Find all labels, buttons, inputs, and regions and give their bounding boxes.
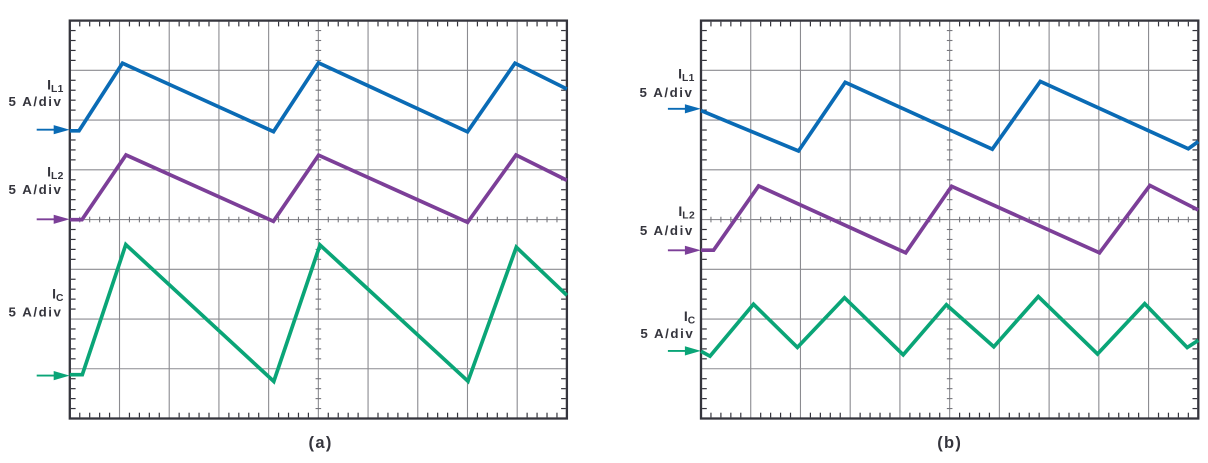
svg-text:5 A/div: 5 A/div [640, 223, 694, 238]
svg-text:(a): (a) [309, 434, 333, 452]
svg-text:IC: IC [52, 286, 64, 305]
svg-text:5 A/div: 5 A/div [640, 85, 694, 100]
svg-text:5 A/div: 5 A/div [9, 182, 63, 197]
svg-text:5 A/div: 5 A/div [640, 326, 694, 341]
svg-text:5 A/div: 5 A/div [9, 94, 63, 109]
svg-text:IC: IC [684, 308, 696, 327]
svg-text:5 A/div: 5 A/div [9, 305, 63, 320]
svg-text:(b): (b) [937, 434, 962, 452]
